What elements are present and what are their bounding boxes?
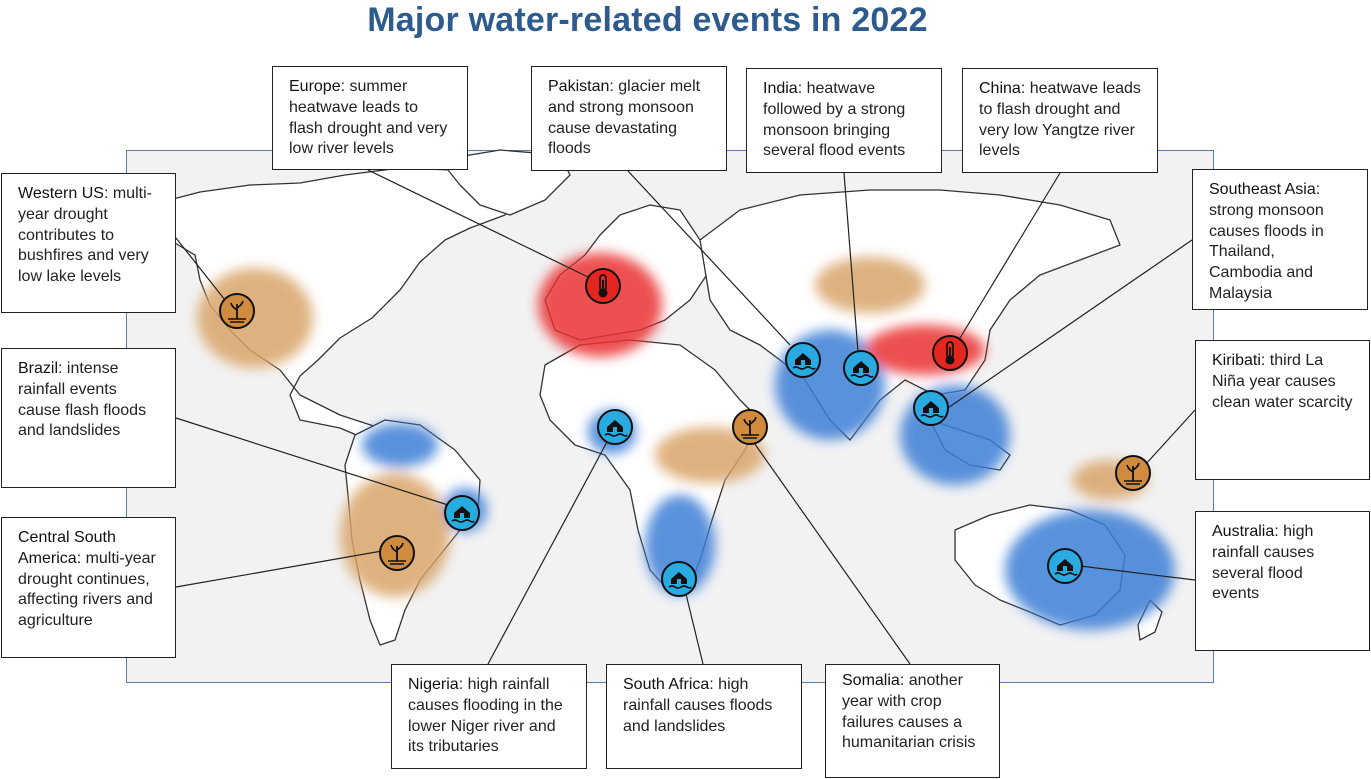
connector-kiribati	[1144, 409, 1196, 466]
dry-plant-icon	[388, 542, 406, 565]
callout-region-label: South Africa	[623, 676, 710, 693]
callout-text: : strong monsoon causes floods in Thaila…	[1209, 181, 1324, 302]
region-east-africa-drought	[655, 427, 765, 483]
new-zealand-outline	[1137, 599, 1163, 641]
callout-text: : heatwave leads to flash drought and ve…	[979, 80, 1141, 160]
marker-southeast-asia[interactable]	[913, 390, 949, 426]
callout-region-label: Australia	[1212, 523, 1275, 540]
connector-india	[843, 172, 859, 353]
house-flood-icon	[451, 506, 475, 523]
marker-somalia[interactable]	[732, 409, 768, 445]
house-flood-icon	[1054, 559, 1078, 576]
callout-text: : glacier melt and strong monsoon cause …	[548, 78, 701, 158]
callout-kiribati: Kiribati: third La Niña year causes clea…	[1195, 340, 1370, 480]
house-flood-icon	[668, 572, 692, 589]
callout-text: : summer heatwave leads to flash drought…	[289, 78, 448, 158]
callout-region-label: Somalia	[842, 672, 900, 689]
callout-india: India: heatwave followed by a strong mon…	[746, 68, 942, 173]
callout-region-label: Nigeria	[408, 676, 459, 693]
marker-nigeria[interactable]	[597, 409, 633, 445]
callout-text: : third La Niña year causes clean water …	[1212, 352, 1353, 411]
callout-text: : high rainfall causes several flood eve…	[1212, 523, 1315, 603]
callout-europe: Europe: summer heatwave leads to flash d…	[272, 66, 468, 170]
marker-brazil[interactable]	[444, 495, 480, 531]
marker-kiribati[interactable]	[1115, 455, 1151, 491]
dry-plant-icon	[741, 416, 759, 439]
callout-region-label: China	[979, 80, 1021, 97]
connector-australia	[1079, 565, 1196, 581]
callout-china: China: heatwave leads to flash drought a…	[962, 68, 1158, 173]
marker-europe[interactable]	[585, 268, 621, 304]
callout-text: : multi-year drought continues, affectin…	[18, 549, 156, 630]
callout-southeast-asia: Southeast Asia: strong monsoon causes fl…	[1192, 169, 1368, 310]
marker-china[interactable]	[932, 335, 968, 371]
connector-southeast-asia	[944, 239, 1193, 411]
connector-somalia	[751, 439, 911, 665]
marker-central-south-america[interactable]	[379, 535, 415, 571]
connector-europe	[367, 169, 591, 279]
dry-plant-icon	[1124, 462, 1142, 485]
callout-somalia: Somalia: another year with crop failures…	[825, 664, 1000, 778]
callout-nigeria: Nigeria: high rainfall causes flooding i…	[391, 664, 587, 769]
callout-region-label: Kiribati	[1212, 352, 1261, 369]
region-western-us-drought	[197, 268, 313, 368]
connector-nigeria	[487, 439, 609, 665]
callout-text: : multi-year drought contributes to bush…	[18, 185, 152, 286]
thermometer-icon	[598, 274, 608, 298]
callout-text: : heatwave followed by a strong monsoon …	[763, 80, 906, 160]
event-regions	[197, 253, 1175, 630]
callout-western-us: Western US: multi-year drought contribut…	[1, 173, 176, 313]
callout-text: : high rainfall causes flooding in the l…	[408, 676, 563, 756]
house-flood-icon	[792, 353, 816, 370]
callout-australia: Australia: high rainfall causes several …	[1195, 511, 1370, 651]
map-title: Major water-related events in 2022	[367, 1, 928, 39]
connector-brazil	[175, 417, 449, 506]
marker-india[interactable]	[843, 350, 879, 386]
callout-text: : high rainfall causes floods and landsl…	[623, 676, 773, 735]
connector-lines	[175, 169, 1196, 665]
dry-plant-icon	[228, 300, 246, 323]
callout-region-label: Western US	[18, 185, 104, 202]
marker-australia[interactable]	[1047, 548, 1083, 584]
region-north-south-america-flood	[362, 423, 438, 467]
callout-region-label: India	[763, 80, 798, 97]
connector-central-south-america	[175, 550, 383, 588]
connector-western-us	[175, 237, 226, 301]
marker-south-africa[interactable]	[661, 561, 697, 597]
connector-china	[959, 172, 1061, 339]
marker-western-us[interactable]	[219, 293, 255, 329]
callout-central-south-america: Central South America: multi-year drough…	[1, 517, 176, 658]
house-flood-icon	[920, 401, 944, 418]
callout-south-africa: South Africa: high rainfall causes flood…	[606, 664, 802, 769]
callout-region-label: Southeast Asia	[1209, 181, 1316, 198]
region-australia-flood	[1005, 510, 1175, 630]
callout-region-label: Central South America	[18, 529, 116, 567]
callout-region-label: Pakistan	[548, 78, 610, 95]
callout-text: : intense rainfall events cause flash fl…	[18, 360, 147, 440]
house-flood-icon	[850, 361, 874, 378]
callout-text: : another year with crop failures causes…	[842, 672, 976, 752]
callout-brazil: Brazil: intense rainfall events cause fl…	[1, 348, 176, 488]
callout-pakistan: Pakistan: glacier melt and strong monsoo…	[531, 66, 727, 171]
asia-outline	[699, 189, 1121, 441]
callout-region-label: Brazil	[18, 360, 59, 377]
house-flood-icon	[604, 420, 628, 437]
callout-region-label: Europe	[289, 78, 341, 95]
region-europe-heat	[538, 253, 662, 357]
region-central-asia-drought	[815, 257, 925, 313]
connector-pakistan	[627, 170, 791, 346]
thermometer-icon	[945, 341, 955, 365]
connector-south-africa	[684, 589, 704, 665]
marker-pakistan[interactable]	[785, 342, 821, 378]
